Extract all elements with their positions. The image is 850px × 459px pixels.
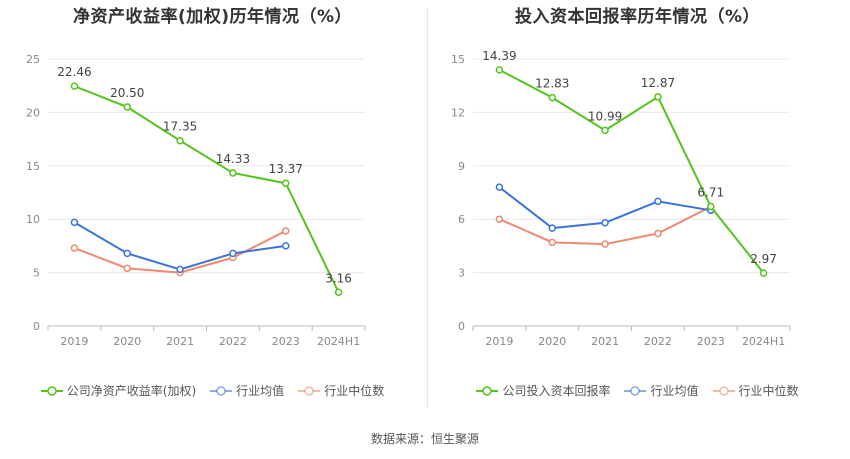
roe-industry-mean-point[interactable]: [70, 218, 79, 227]
roic-legend-industry-median-label: 行业中位数: [738, 384, 799, 398]
roe-industry-mean-point[interactable]: [123, 249, 131, 258]
roe-legend-industry-median-label: 行业中位数: [324, 384, 385, 398]
roic-y-tick-label: 6: [458, 213, 465, 226]
roic-industry-median-point[interactable]: [654, 229, 662, 238]
roic-industry-mean-point[interactable]: [654, 197, 662, 206]
roic-company-point[interactable]: [601, 126, 609, 135]
roic-legend-company-swatch: [476, 385, 499, 396]
roic-x-tick-label: 2021: [591, 335, 619, 348]
roic-company-line: [498, 68, 765, 274]
roic-industry-median-point[interactable]: [601, 240, 609, 248]
roe-company-point[interactable]: [282, 179, 290, 187]
roic-industry-mean-point[interactable]: [495, 183, 504, 191]
roe-x-tick-label: 2021: [166, 335, 194, 348]
roe-legend-company-label: 公司净资产收益率(加权): [66, 384, 197, 398]
roe-data-label: 22.46: [57, 65, 91, 79]
roic-data-label: 12.83: [535, 77, 569, 91]
roe-data-label: 17.35: [163, 120, 197, 134]
roic-data-label: 6.71: [697, 186, 724, 200]
roic-chart-plot: 0 3 6 9 12 15 2019 2020 2021 2022 2023 2024H1 14.39 1…: [451, 49, 791, 348]
roe-y-tick-label: 5: [33, 267, 40, 280]
roic-chart-legend: 公司投入资本回报率 行业均值 行业中位数: [425, 382, 850, 399]
roic-legend-industry-mean-swatch: [624, 385, 647, 396]
roe-chart-plot: 0 5 10 15 20 25 2019 2020 2021 2022 2023 2024H1 22.4…: [26, 53, 366, 348]
roe-x-tick-label: 2020: [113, 335, 141, 348]
roic-industry-mean-point[interactable]: [601, 219, 609, 227]
roe-industry-mean-point[interactable]: [176, 265, 184, 274]
roe-company-point[interactable]: [123, 103, 131, 111]
roic-y-tick-label: 15: [451, 53, 465, 66]
roic-legend-industry-mean-label: 行业均值: [650, 384, 699, 398]
roe-company-line: [74, 85, 340, 293]
roic-company-point[interactable]: [707, 202, 715, 211]
roic-x-tick-label: 2019: [485, 335, 513, 348]
roe-company-point[interactable]: [334, 288, 343, 297]
roic-company-point[interactable]: [759, 269, 768, 277]
roic-y-tick-label: 3: [458, 267, 465, 280]
roe-industry-median-point[interactable]: [282, 227, 290, 235]
roe-data-label: 14.33: [216, 152, 250, 166]
roic-legend-company[interactable]: 公司投入资本回报率: [476, 382, 610, 399]
roe-legend-company[interactable]: 公司净资产收益率(加权): [40, 382, 197, 399]
roe-x-tick-label: 2024H1: [317, 335, 360, 348]
roic-chart-title: 投入资本回报率历年情况（%）: [514, 7, 761, 27]
roe-legend-industry-mean-swatch: [210, 385, 233, 396]
roic-y-tick-label: 12: [451, 106, 465, 119]
roe-data-label: 13.37: [269, 162, 303, 176]
roic-y-tick-label: 9: [458, 160, 465, 173]
roe-y-tick-label: 0: [33, 320, 40, 333]
roic-industry-mean-point[interactable]: [548, 224, 556, 232]
roe-y-tick-label: 25: [26, 53, 40, 66]
roe-y-tick-label: 20: [26, 106, 40, 119]
roic-chart-panel: 投入资本回报率历年情况（%） 0 3 6 9 12 15 2019 2020 2021 2022 2…: [425, 0, 850, 415]
roic-industry-median-point[interactable]: [495, 215, 504, 223]
roe-company-point[interactable]: [176, 136, 184, 145]
roe-chart-title: 净资产收益率(加权)历年情况（%）: [72, 7, 353, 27]
roe-chart-legend: 公司净资产收益率(加权) 行业均值 行业中位数: [0, 382, 425, 399]
roic-x-tick-label: 2022: [644, 335, 672, 348]
roe-company-point[interactable]: [70, 82, 79, 90]
roe-y-tick-label: 10: [26, 213, 40, 226]
roe-y-tick-label: 15: [26, 160, 40, 173]
roic-industry-median-point[interactable]: [548, 238, 556, 247]
roe-data-label: 3.16: [325, 271, 352, 285]
roic-x-tick-label: 2024H1: [742, 335, 785, 348]
roe-legend-industry-median[interactable]: 行业中位数: [298, 382, 384, 399]
roe-x-tick-label: 2023: [272, 335, 300, 348]
roic-data-label: 12.87: [641, 76, 675, 90]
roic-legend-industry-mean[interactable]: 行业均值: [624, 382, 699, 399]
roe-legend-company-swatch: [40, 385, 63, 396]
roe-chart-panel: 净资产收益率(加权)历年情况（%） 0 5 10 15 20 25 2019 2020 2021…: [0, 0, 425, 415]
roe-data-label: 20.50: [110, 86, 144, 100]
roe-x-tick-label: 2019: [60, 335, 88, 348]
roic-x-tick-label: 2023: [697, 335, 725, 348]
roe-industry-median-point[interactable]: [70, 244, 79, 252]
roic-legend-industry-median[interactable]: 行业中位数: [712, 382, 799, 399]
roic-company-point[interactable]: [548, 93, 556, 102]
panel-divider: [427, 8, 428, 408]
roic-data-label: 10.99: [588, 109, 622, 123]
roe-legend-industry-mean[interactable]: 行业均值: [210, 382, 284, 399]
roe-company-point[interactable]: [229, 169, 237, 177]
roe-industry-mean-point[interactable]: [282, 242, 290, 250]
roic-legend-company-label: 公司投入资本回报率: [502, 384, 611, 398]
data-source-note: 数据来源：恒生聚源: [370, 432, 479, 446]
roe-legend-industry-median-swatch: [298, 385, 321, 396]
roic-x-tick-label: 2020: [538, 335, 566, 348]
roe-legend-industry-mean-label: 行业均值: [236, 384, 285, 398]
roic-data-label: 14.39: [482, 49, 516, 63]
roe-industry-mean-point[interactable]: [229, 249, 237, 258]
roe-x-tick-label: 2022: [219, 335, 247, 348]
roic-company-point[interactable]: [654, 93, 662, 101]
roe-industry-median-point[interactable]: [123, 264, 131, 273]
roic-legend-industry-median-swatch: [712, 385, 735, 396]
roic-company-point[interactable]: [495, 66, 504, 74]
roic-y-tick-label: 0: [458, 320, 465, 333]
roic-data-label: 2.97: [750, 252, 777, 266]
